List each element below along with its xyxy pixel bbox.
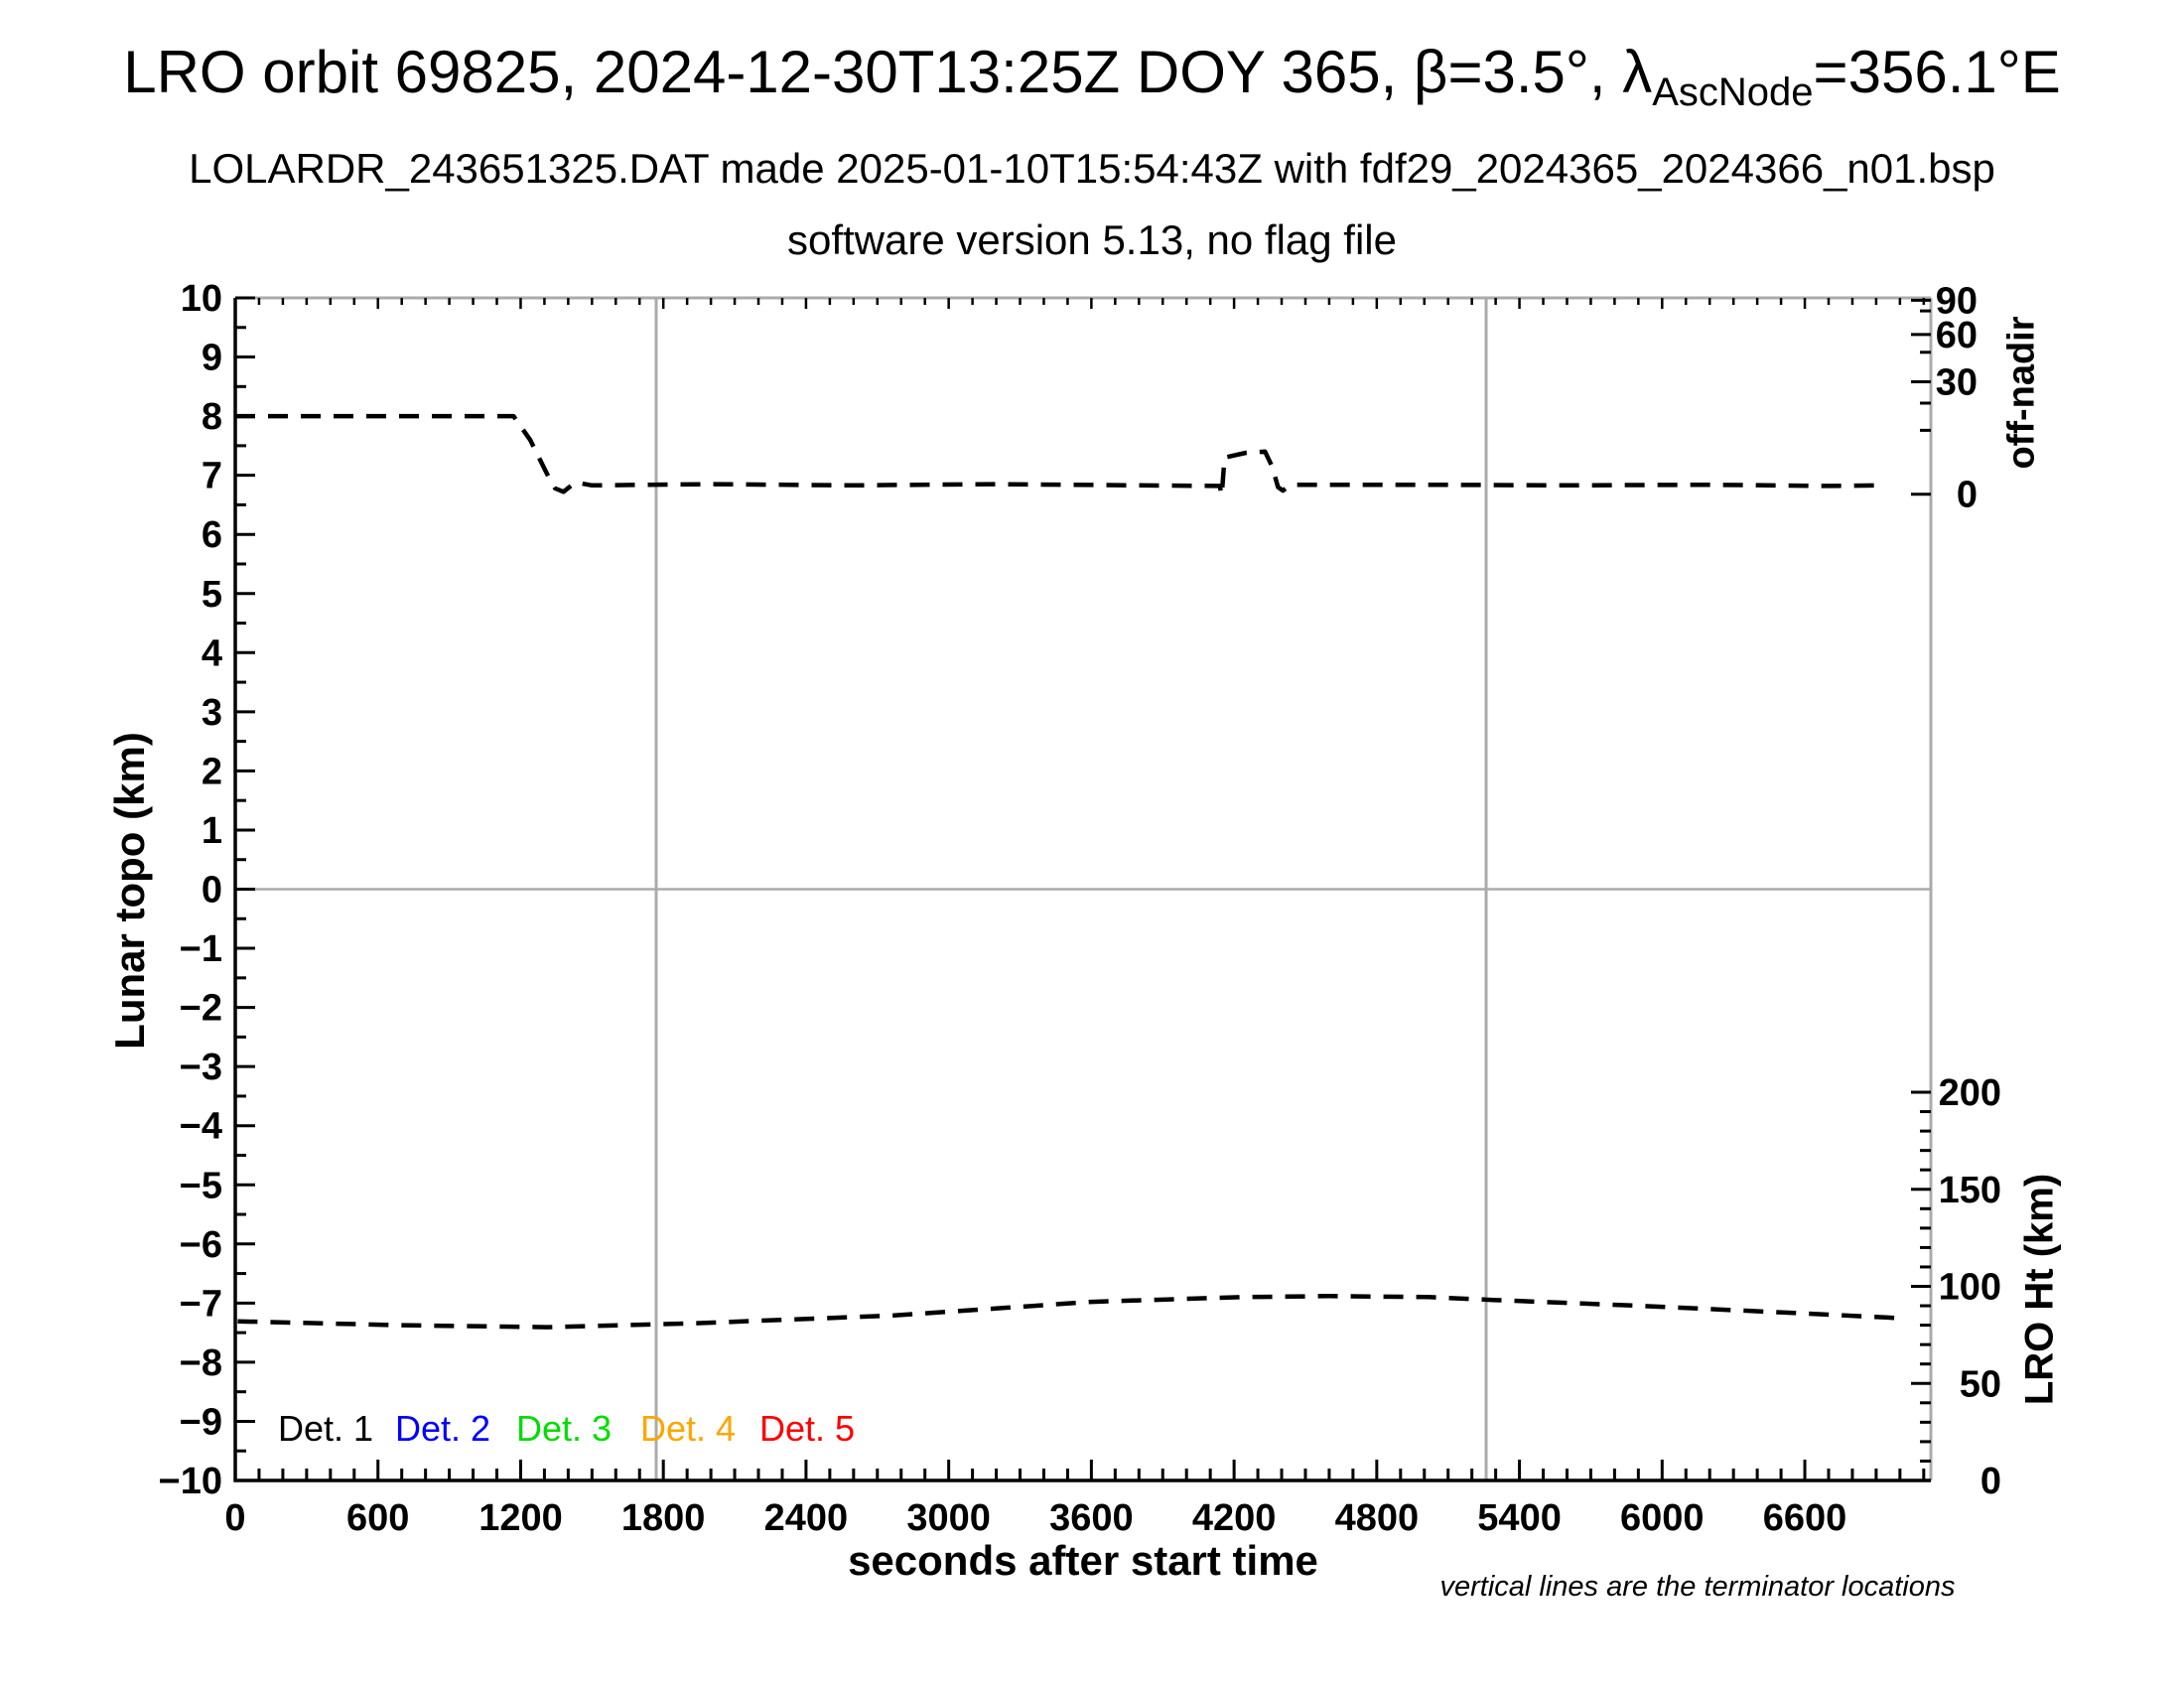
tick-label: 7	[202, 456, 222, 497]
tick-label: 3600	[1049, 1497, 1134, 1539]
tick-label: 9	[202, 338, 222, 379]
tick-label: 30	[1936, 362, 1978, 404]
tick-label: 5	[202, 574, 222, 616]
tick-label: −6	[180, 1224, 222, 1266]
series-curves	[235, 413, 1906, 1330]
tick-label: 90	[1936, 280, 1978, 322]
tick-label: 2	[202, 751, 222, 792]
x-axis-ticks: 0 600 1200 1800 2400 3000 3600 4200 4800 5400 6000…	[224, 298, 1926, 1539]
lro-height-curve	[237, 1294, 1906, 1330]
tick-label: 6000	[1620, 1497, 1705, 1539]
y-axis-label-left: Lunar topo (km)	[106, 732, 153, 1050]
legend-item-det-2: Det. 2	[395, 1408, 491, 1449]
tick-label: 5400	[1477, 1497, 1562, 1539]
tick-label: 0	[202, 870, 222, 912]
tick-label: 6	[202, 514, 222, 556]
legend-item-det-3: Det. 3	[516, 1408, 613, 1449]
chart-title: LRO orbit 69825, 2024-12-30T13:25Z DOY 3…	[0, 38, 2184, 115]
chart-subtitle-file: LOLARDR_243651325.DAT made 2025-01-10T15…	[189, 145, 1995, 192]
legend-item-det-4: Det. 4	[640, 1408, 737, 1449]
tick-label: −1	[180, 928, 222, 970]
chart-title-subscript: AscNode	[1652, 70, 1814, 114]
legend-item-det-1: Det. 1	[278, 1408, 374, 1449]
chart-title-suffix: =356.1°E	[1813, 39, 2061, 105]
legend-item-det-5: Det. 5	[759, 1408, 856, 1449]
tick-label: 50	[1960, 1363, 2001, 1405]
off-nadir-angle-curve	[235, 413, 1886, 498]
tick-label: 0	[1980, 1461, 2001, 1502]
tick-label: −10	[159, 1461, 222, 1502]
tick-label: −8	[180, 1342, 222, 1384]
tick-label: 100	[1939, 1267, 2001, 1309]
tick-label: 4200	[1192, 1497, 1277, 1539]
tick-label: 3	[202, 692, 222, 734]
tick-label: −3	[180, 1047, 222, 1088]
tick-label: 0	[224, 1497, 245, 1539]
tick-label: −4	[180, 1106, 222, 1148]
y-axis-label-right-bottom: LRO Ht (km)	[2017, 1173, 2062, 1406]
chart-subtitle-version: software version 5.13, no flag file	[786, 216, 1397, 263]
tick-label: 150	[1939, 1170, 2001, 1211]
tick-label: −7	[180, 1283, 222, 1325]
tick-label: −9	[180, 1401, 222, 1443]
terminator-footnote: vertical lines are the terminator locati…	[1439, 1571, 1956, 1603]
y-axis-label-right-top: off-nadir	[2000, 316, 2043, 470]
tick-label: −2	[180, 988, 222, 1030]
tick-label: 4800	[1335, 1497, 1420, 1539]
tick-label: 2400	[764, 1497, 849, 1539]
tick-label: 1200	[478, 1497, 563, 1539]
tick-label: 4	[202, 633, 222, 674]
grid-lines	[235, 298, 1931, 1480]
tick-label: 10	[181, 278, 222, 320]
tick-label: 1	[202, 810, 222, 852]
tick-label: 0	[1957, 475, 1978, 516]
tick-label: 8	[202, 396, 222, 438]
tick-label: −5	[180, 1165, 222, 1206]
chart-title-main: LRO orbit 69825, 2024-12-30T13:25Z DOY 3…	[123, 39, 1653, 105]
tick-label: 1800	[621, 1497, 706, 1539]
lro-ht-axis-ticks: 200 150 100 50 0	[1911, 1072, 2001, 1502]
tick-label: 600	[346, 1497, 409, 1539]
tick-label: 60	[1936, 315, 1978, 356]
tick-label: 3000	[906, 1497, 991, 1539]
tick-label: 6600	[1763, 1497, 1847, 1539]
x-axis-label: seconds after start time	[848, 1537, 1318, 1584]
tick-label: 200	[1939, 1072, 2001, 1114]
